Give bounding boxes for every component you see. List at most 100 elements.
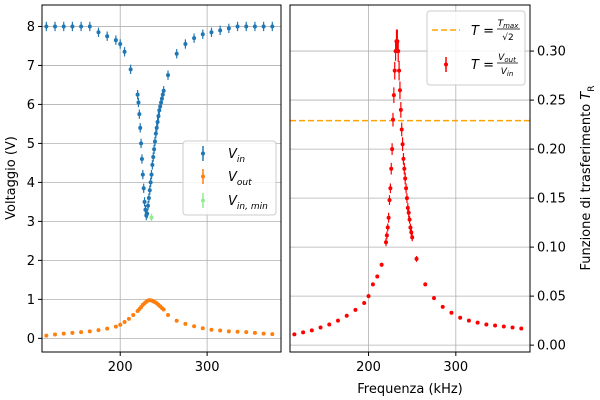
legend-v-in-marker <box>201 151 205 156</box>
transfer-x-axis-label: Frequenza (kHz) <box>357 382 463 397</box>
t-point <box>402 166 407 171</box>
legend-entry-t: T = Vout Vin <box>444 53 518 78</box>
v-out-point <box>174 318 179 323</box>
v-out-point <box>252 330 257 335</box>
v-out-point <box>209 327 214 332</box>
v-in-point <box>261 24 266 29</box>
v-in-point <box>218 28 223 33</box>
v-in-point <box>152 147 157 152</box>
v-in-point <box>235 24 240 29</box>
t-point <box>392 68 397 73</box>
y-tick-label: 0.20 <box>537 143 566 158</box>
t-point <box>327 322 332 327</box>
v-out-point <box>113 324 118 329</box>
v-out-point <box>61 331 66 336</box>
t-point <box>475 320 480 325</box>
v-in-point <box>209 30 214 35</box>
v-in-point <box>139 157 144 162</box>
y-tick-label: 1 <box>27 293 35 308</box>
y-tick-label: 3 <box>27 215 35 230</box>
t-point <box>396 49 401 54</box>
v-in-point <box>138 125 143 130</box>
v-in-point <box>96 30 101 35</box>
t-point <box>387 198 392 203</box>
v-in-point <box>61 24 66 29</box>
transfer-y-axis-label: Funzione di trasferimento TR <box>579 85 597 270</box>
t-point <box>384 240 388 245</box>
v-out-point <box>118 322 123 327</box>
voltage-y-axis-label: Voltaggio (V) <box>4 136 19 220</box>
transfer-plot-frame <box>289 4 531 353</box>
v-in-point <box>147 188 152 193</box>
v-in-point <box>143 207 148 212</box>
y-tick-label: 5 <box>27 137 35 152</box>
t-point <box>510 325 515 330</box>
v-out-point <box>131 312 136 317</box>
v-out-point <box>79 330 84 335</box>
legend-t-marker <box>444 62 448 67</box>
t-point <box>353 307 358 312</box>
v-out-point <box>244 330 249 335</box>
legend-t-numerator: Vout <box>498 53 516 64</box>
v-out-point <box>166 312 171 317</box>
x-tick-label: 300 <box>195 360 220 375</box>
v-in-point <box>153 131 158 136</box>
v-in-point <box>161 88 166 93</box>
v-in-point <box>145 211 150 216</box>
t-point <box>401 156 406 161</box>
v-in-point <box>137 112 142 117</box>
t-point <box>404 196 409 201</box>
t-point <box>389 166 394 171</box>
t-point <box>440 304 445 309</box>
v-out-point <box>226 329 231 334</box>
legend-t-max-lhs: T = <box>471 24 494 39</box>
t-point <box>501 324 506 329</box>
t-point <box>466 318 471 323</box>
v-in-point <box>70 24 75 29</box>
legend-t-denominator: Vin <box>501 67 514 78</box>
t-point <box>344 313 349 318</box>
t-point <box>449 310 454 315</box>
legend-entry-v-in: Vin <box>201 146 245 165</box>
y-tick-label: 0 <box>27 332 35 347</box>
v-out-point <box>105 326 110 331</box>
v-in-point <box>79 24 84 29</box>
t-point <box>362 300 367 305</box>
v-in-point <box>148 180 153 185</box>
y-tick-label: 0.25 <box>537 94 566 109</box>
v-in-point <box>135 92 140 97</box>
v-out-point <box>235 329 240 334</box>
v-in-point <box>53 24 58 29</box>
v-out-point <box>70 330 75 335</box>
v-in-point <box>183 41 188 46</box>
t-point <box>403 176 408 181</box>
v-in-point <box>136 100 141 105</box>
y-tick-label: 0.10 <box>537 241 566 256</box>
v-in-point <box>139 141 144 146</box>
t-point <box>398 107 403 112</box>
v-in-point <box>87 24 92 29</box>
v-out-point <box>122 319 127 324</box>
y-tick-label: 6 <box>27 98 35 113</box>
legend-entry-v-out: Vout <box>201 169 252 188</box>
t-point <box>493 323 498 328</box>
t-point <box>336 318 340 323</box>
legend-entry-t-max: T = Tmax √2 <box>432 19 520 43</box>
v-in-point <box>141 186 146 191</box>
v-in-point <box>146 195 151 200</box>
legend-v-out-label: Vout <box>228 170 252 188</box>
v-out-point <box>200 326 205 331</box>
transfer-data-marks <box>292 29 524 337</box>
y-tick-label: 4 <box>27 176 35 191</box>
v-in-point <box>154 125 159 130</box>
v-in-point <box>192 36 197 41</box>
t-point <box>391 93 396 98</box>
y-tick-label: 0.00 <box>537 339 566 354</box>
v-out-point <box>270 332 275 337</box>
v-in-point <box>150 162 155 167</box>
t-point <box>400 142 405 147</box>
v-in-point <box>128 67 133 72</box>
v-in-point <box>226 26 231 31</box>
v-in-point <box>113 38 118 43</box>
t-point <box>366 294 371 299</box>
